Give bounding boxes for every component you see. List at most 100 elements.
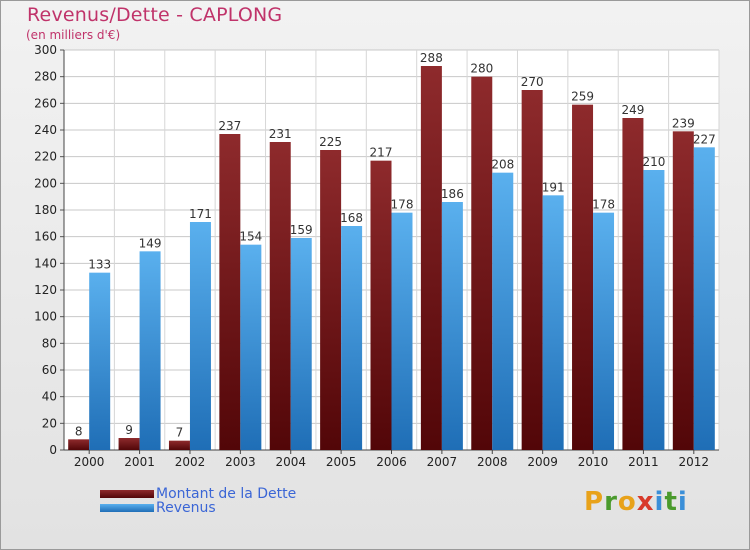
y-tick-label: 20 [42, 416, 57, 430]
chart-title: Revenus/Dette - CAPLONG [27, 4, 283, 26]
y-tick-label: 300 [34, 43, 57, 57]
revenus-value-label: 171 [189, 207, 212, 221]
x-tick-label: 2010 [578, 455, 609, 469]
revenus-value-label: 208 [491, 158, 514, 172]
debt-bar [168, 440, 190, 450]
revenus-value-label: 149 [139, 236, 162, 250]
debt-bar [420, 66, 442, 450]
debt-value-label: 225 [319, 135, 342, 149]
debt-value-label: 237 [218, 119, 241, 133]
revenus-value-label: 210 [642, 155, 665, 169]
y-tick-label: 100 [34, 310, 57, 324]
legend-swatch-revenus [100, 504, 154, 512]
debt-value-label: 249 [621, 103, 644, 117]
debt-bar [219, 134, 241, 450]
debt-bar [320, 150, 342, 450]
y-tick-label: 260 [34, 96, 57, 110]
revenus-bar [693, 147, 715, 451]
y-tick-label: 280 [34, 70, 57, 84]
debt-value-label: 217 [370, 146, 393, 160]
debt-bar [370, 160, 392, 450]
revenus-bar [139, 251, 161, 450]
revenus-bar [441, 202, 463, 450]
revenus-value-label: 178 [592, 198, 615, 212]
debt-bar [68, 439, 90, 450]
legend-item-revenus: Revenus [100, 501, 296, 515]
debt-value-label: 9 [125, 423, 133, 437]
logo-letter: o [617, 487, 637, 517]
logo-letter: i [677, 487, 688, 517]
legend-label-revenus: Revenus [156, 500, 216, 516]
legend: Montant de la Dette Revenus [100, 487, 296, 515]
y-tick-label: 240 [34, 123, 57, 137]
debt-value-label: 7 [176, 426, 184, 440]
x-tick-label: 2012 [679, 455, 710, 469]
y-tick-label: 40 [42, 390, 57, 404]
revenus-value-label: 178 [391, 198, 414, 212]
debt-value-label: 8 [75, 424, 83, 438]
debt-value-label: 231 [269, 127, 292, 141]
y-tick-label: 0 [49, 443, 57, 457]
revenus-bar [391, 212, 413, 450]
revenus-bar [643, 170, 665, 450]
revenus-bar [542, 195, 564, 450]
logo-letter: P [584, 487, 605, 517]
x-tick-label: 2008 [477, 455, 508, 469]
revenus-value-label: 168 [340, 211, 363, 225]
y-tick-label: 140 [34, 256, 57, 270]
debt-bar [118, 438, 140, 450]
debt-value-label: 259 [571, 90, 594, 104]
debt-bar [269, 142, 291, 450]
x-tick-label: 2003 [225, 455, 256, 469]
revenus-value-label: 191 [542, 180, 565, 194]
x-tick-label: 2011 [628, 455, 659, 469]
revenus-bar [341, 226, 363, 450]
logo-letter: x [636, 487, 655, 517]
revenus-value-label: 159 [290, 223, 313, 237]
revenus-bar [290, 238, 312, 450]
x-tick-label: 2001 [124, 455, 155, 469]
data-labels: 8 133 9 149 7 171 237 154 231 159 225 168 217 178 288 1… [75, 51, 716, 440]
revenus-bar [189, 222, 211, 450]
x-tick-label: 2009 [527, 455, 558, 469]
y-tick-label: 180 [34, 203, 57, 217]
x-tick-label: 2000 [74, 455, 105, 469]
legend-label-debt: Montant de la Dette [156, 486, 297, 502]
bars [68, 66, 715, 451]
y-tick-label: 120 [34, 283, 57, 297]
y-tick-label: 80 [42, 336, 57, 350]
debt-value-label: 280 [470, 62, 493, 76]
revenus-bar [593, 212, 615, 450]
y-tick-label: 60 [42, 363, 57, 377]
revenus-bar [492, 172, 514, 450]
debt-bar [521, 90, 543, 450]
debt-bar [672, 131, 694, 451]
y-tick-label: 220 [34, 150, 57, 164]
debt-bar [572, 104, 594, 451]
revenus-value-label: 154 [239, 230, 262, 244]
x-tick-label: 2007 [427, 455, 458, 469]
debt-bar [471, 76, 493, 451]
x-tick-label: 2002 [175, 455, 206, 469]
proxiti-logo: Proxiti [584, 487, 688, 517]
legend-item-debt: Montant de la Dette [100, 487, 296, 501]
legend-swatch-debt [100, 490, 154, 498]
debt-value-label: 288 [420, 51, 443, 65]
logo-letter: r [604, 487, 618, 517]
x-tick-label: 2005 [326, 455, 357, 469]
y-tick-label: 160 [34, 230, 57, 244]
debt-bar [622, 118, 644, 450]
revenus-bar [240, 244, 262, 450]
revenus-value-label: 133 [88, 258, 111, 272]
x-tick-label: 2004 [275, 455, 306, 469]
debt-value-label: 270 [521, 75, 544, 89]
x-tick-label: 2006 [376, 455, 407, 469]
revenus-value-label: 186 [441, 187, 464, 201]
logo-letter: i [654, 487, 665, 517]
logo-letter: t [664, 487, 678, 517]
revenus-value-label: 227 [693, 132, 716, 146]
revenus-bar [89, 272, 111, 450]
debt-value-label: 239 [672, 116, 695, 130]
y-tick-label: 200 [34, 176, 57, 190]
